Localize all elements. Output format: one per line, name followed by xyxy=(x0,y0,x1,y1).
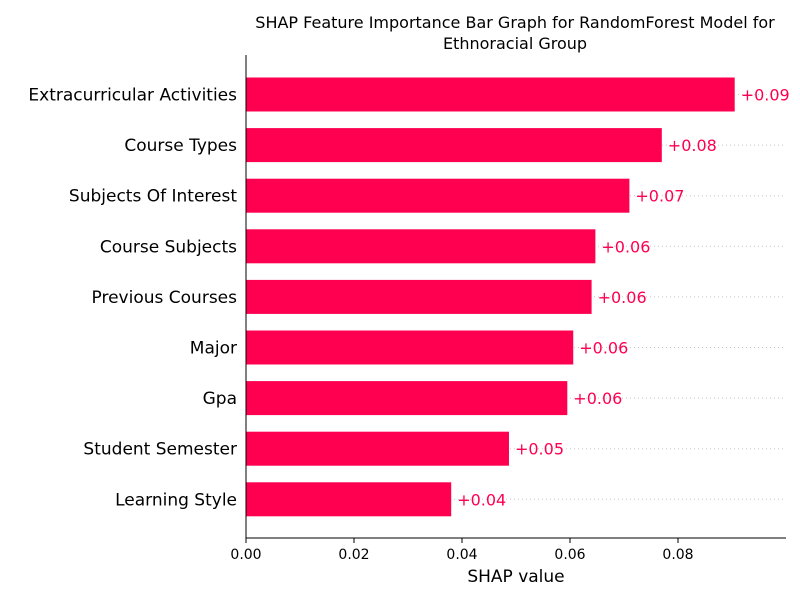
category-label: Subjects Of Interest xyxy=(69,187,237,207)
bars xyxy=(246,77,735,517)
x-tick-label: 0.06 xyxy=(554,547,585,563)
x-tick-label: 0.00 xyxy=(230,547,261,563)
chart-title-line-1: SHAP Feature Importance Bar Graph for Ra… xyxy=(255,13,775,32)
x-axis-label: SHAP value xyxy=(467,567,564,587)
bar-learning-style xyxy=(246,482,452,517)
bar-gpa xyxy=(246,381,568,416)
x-tick-label: 0.04 xyxy=(446,547,477,563)
category-label: Learning Style xyxy=(115,490,237,510)
category-label: Previous Courses xyxy=(92,288,238,308)
value-label: +0.08 xyxy=(668,136,717,155)
value-label: +0.06 xyxy=(598,288,647,307)
x-ticks: 0.00 0.02 0.04 0.06 0.08 xyxy=(230,538,694,563)
category-label: Extracurricular Activities xyxy=(28,86,237,106)
x-tick-label: 0.02 xyxy=(338,547,369,563)
value-label: +0.06 xyxy=(601,237,650,256)
value-labels: +0.09 +0.08 +0.07 +0.06 +0.06 +0.06 +0.06 +0.05… xyxy=(457,86,790,510)
bar-subjects-of-interest xyxy=(246,178,630,213)
value-label: +0.05 xyxy=(515,440,564,459)
category-labels: Extracurricular Activities Course Types Su… xyxy=(28,86,237,511)
value-label: +0.06 xyxy=(573,389,622,408)
category-label: Major xyxy=(190,339,237,359)
bar-previous-courses xyxy=(246,279,592,314)
bar-course-types xyxy=(246,128,662,163)
bar-extracurricular-activities xyxy=(246,77,735,112)
value-label: +0.04 xyxy=(457,490,506,509)
category-label: Course Types xyxy=(124,136,237,156)
bar-course-subjects xyxy=(246,229,596,264)
value-label: +0.07 xyxy=(635,187,684,206)
chart-title-line-2: Ethnoracial Group xyxy=(443,34,587,53)
bar-student-semester xyxy=(246,431,509,466)
category-label: Student Semester xyxy=(83,440,237,460)
value-label: +0.06 xyxy=(579,339,628,358)
bar-major xyxy=(246,330,574,365)
category-label: Gpa xyxy=(203,389,237,409)
x-tick-label: 0.08 xyxy=(662,547,693,563)
value-label: +0.09 xyxy=(741,86,790,105)
category-label: Course Subjects xyxy=(100,237,237,257)
